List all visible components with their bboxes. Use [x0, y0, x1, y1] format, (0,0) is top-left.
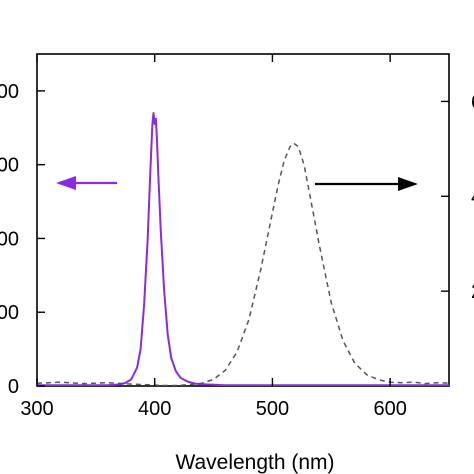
left-y-tick-label: 00: [0, 228, 19, 250]
x-tick-label: 600: [373, 398, 406, 420]
x-tick-label: 300: [20, 398, 53, 420]
right-y-tick-label: 6: [471, 91, 474, 113]
left-y-tick-label: 00: [0, 155, 19, 177]
x-tick-label: 400: [138, 398, 171, 420]
left-y-tick-label: 00: [0, 81, 19, 103]
labels-layer: 300400500600000000000246: [0, 81, 474, 420]
left-y-tick-label: 00: [0, 302, 19, 324]
right-axis-arrow-head: [398, 177, 418, 191]
series-layer: [37, 112, 449, 386]
x-tick-label: 500: [256, 398, 289, 420]
right-y-tick-label: 4: [471, 186, 474, 208]
x-axis-label: Wavelength (nm): [175, 451, 334, 474]
ticks-layer: [36, 54, 449, 387]
arrow-layer: [56, 176, 418, 191]
left-axis-arrow-head: [56, 176, 76, 190]
series-line-1-right: [37, 142, 449, 386]
left-y-tick-label: 0: [8, 376, 19, 398]
series-line-0-left: [37, 112, 449, 386]
right-y-tick-label: 2: [471, 281, 474, 303]
plot-frame: [36, 53, 450, 387]
